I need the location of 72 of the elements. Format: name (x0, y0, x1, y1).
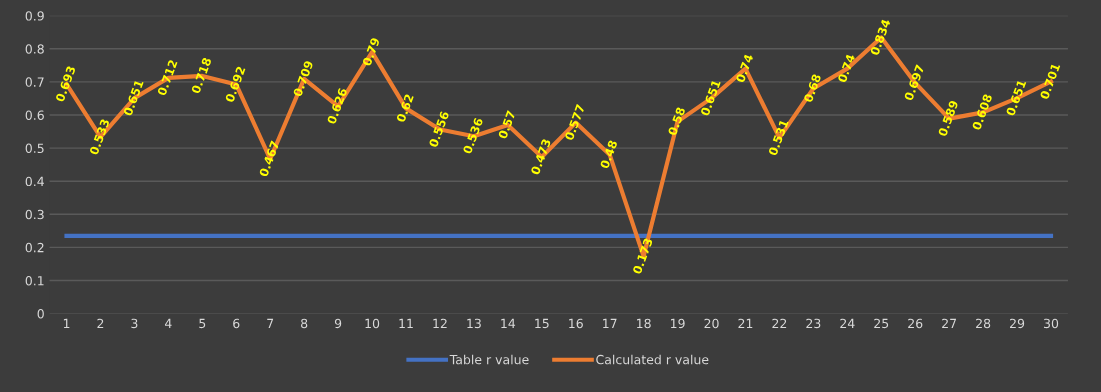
data-label: 0.473 (530, 138, 552, 176)
x-tick-label: 21 (738, 318, 753, 328)
data-label: 0.173 (632, 237, 653, 275)
data-label: 0.834 (869, 18, 891, 56)
x-tick-label: 5 (199, 318, 206, 329)
x-tick-label: 13 (467, 318, 481, 329)
x-tick-label: 25 (874, 318, 889, 329)
y-tick-label: 0.5 (25, 143, 44, 154)
data-label: 0.57 (497, 110, 516, 140)
x-tick-label: 14 (501, 318, 516, 328)
x-tick-label: 7 (267, 318, 274, 328)
data-label: 0.692 (224, 66, 246, 103)
x-tick-label: 29 (1010, 318, 1025, 329)
x-tick-label: 4 (165, 318, 172, 328)
data-label: 0.589 (937, 99, 959, 137)
x-tick-label: 2 (97, 318, 104, 328)
y-tick-label: 0.8 (25, 44, 44, 54)
x-tick-label: 1 (63, 318, 70, 328)
data-label: 0.651 (123, 79, 144, 117)
data-label: 0.74 (837, 53, 856, 83)
x-tick-label: 15 (535, 318, 549, 329)
data-label: 0.718 (190, 57, 212, 95)
data-label: 0.626 (326, 87, 348, 125)
data-label: 0.693 (55, 65, 76, 103)
data-label: 0.48 (599, 139, 618, 170)
x-tick-label: 9 (334, 318, 342, 329)
data-label: 0.608 (971, 93, 993, 131)
data-label: 0.467 (258, 140, 280, 178)
x-tick-label: 12 (433, 318, 447, 328)
y-tick-label: 0.7 (25, 77, 44, 87)
data-label: 0.74 (735, 53, 754, 83)
x-tick-label: 30 (1044, 318, 1059, 329)
x-tick-label: 6 (233, 318, 240, 329)
data-label: 0.712 (157, 59, 178, 97)
y-tick-label: 0.4 (25, 176, 44, 187)
data-label: 0.531 (768, 119, 789, 157)
data-label: 0.701 (1039, 62, 1061, 100)
y-tick-label: 0.1 (25, 275, 44, 286)
x-tick-label: 18 (637, 318, 651, 329)
y-tick-label: 0.6 (25, 110, 44, 120)
x-tick-label: 11 (399, 318, 413, 328)
x-tick-label: 17 (603, 318, 617, 328)
x-tick-label: 8 (301, 318, 308, 329)
data-label: 0.556 (428, 110, 450, 148)
data-label: 0.651 (1005, 79, 1027, 117)
data-label: 0.697 (903, 64, 925, 102)
x-tick-label: 27 (942, 318, 957, 328)
data-label: 0.536 (462, 117, 484, 155)
x-tick-label: 28 (976, 318, 991, 329)
x-tick-label: 10 (365, 318, 380, 329)
y-tick-label: 0.2 (25, 242, 44, 253)
legend-label: Calculated r value (596, 354, 709, 365)
y-tick-label: 0.9 (25, 11, 44, 21)
x-tick-label: 22 (772, 318, 787, 328)
data-label: 0.68 (803, 73, 822, 103)
data-label: 0.577 (564, 104, 586, 141)
y-tick-label: 0.3 (25, 209, 44, 220)
x-tick-label: 20 (704, 318, 719, 329)
x-tick-label: 16 (569, 318, 583, 329)
data-label: 0.709 (292, 60, 314, 98)
x-tick-label: 19 (670, 318, 685, 329)
data-label: 0.651 (700, 79, 721, 117)
data-label: 0.533 (89, 118, 110, 156)
data-label: 0.79 (362, 37, 380, 67)
data-label: 0.58 (667, 106, 686, 136)
legend-label: Table r value (449, 354, 529, 365)
data-label: 0.62 (396, 93, 414, 123)
x-tick-label: 3 (131, 318, 138, 329)
x-tick-label: 23 (806, 318, 821, 329)
x-tick-label: 26 (908, 318, 923, 329)
x-tick-label: 24 (840, 318, 855, 328)
y-tick-label: 0 (37, 309, 44, 319)
